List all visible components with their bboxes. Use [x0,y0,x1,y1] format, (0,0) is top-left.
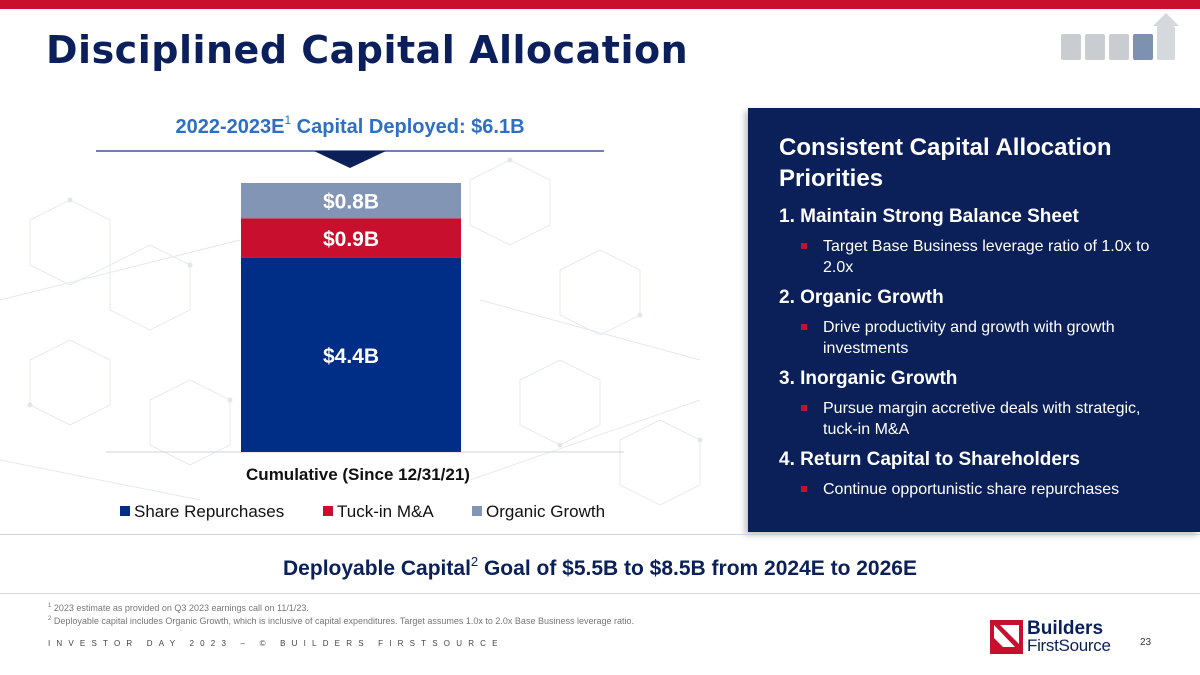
chart-title-prefix: 2022-2023E [175,116,285,138]
footer-text: INVESTOR DAY 2023 – © BUILDERS FIRSTSOUR… [48,639,504,648]
priority-1-bullet-text: Target Base Business leverage ratio of 1… [823,238,1150,276]
priority-3-bullet: Pursue margin accretive deals with strat… [799,398,1159,440]
bar-data-label-2: $0.8B [323,191,379,214]
footnote-2-number: 2 [48,616,52,622]
priority-4-bullet-text: Continue opportunistic share repurchases [823,481,1120,498]
chart-title-suffix: Capital Deployed: $6.1B [291,116,525,138]
priority-2-bullet-text: Drive productivity and growth with growt… [823,319,1115,357]
priority-3-bullet-text: Pursue margin accretive deals with strat… [823,400,1141,438]
page-title: Disciplined Capital Allocation [46,28,689,72]
panel-heading: Consistent Capital Allocation Priorities [779,134,1112,192]
goal-top-divider [0,534,1200,535]
priority-4-title: 4. Return Capital to Shareholders [779,449,1080,470]
bar-segment-organic-growth [241,183,461,219]
footnote-1: 1 2023 estimate as provided on Q3 2023 e… [48,603,309,613]
goal-prefix: Deployable Capital [283,557,471,580]
page-number: 23 [1140,637,1152,648]
logo-line-2: FirstSource [1027,636,1111,655]
legend-swatch [472,506,482,516]
bar-segment-share-repurchases [241,257,461,452]
company-logo: Builders FirstSource [990,618,1112,655]
legend-item-tuck-in-m-a: Tuck-in M&A [323,502,434,522]
goal-footnote-ref: 2 [470,554,479,569]
priority-2-title: 2. Organic Growth [779,287,944,308]
priorities-panel: Consistent Capital Allocation Priorities… [748,108,1200,532]
chart-title: 2022-2023E1 Capital Deployed: $6.1B [96,113,604,139]
legend-swatch [323,506,333,516]
priority-3-title: 3. Inorganic Growth [779,368,958,389]
legend-label: Tuck-in M&A [337,502,434,521]
priority-2-bullet: Drive productivity and growth with growt… [799,317,1159,359]
bullet-square-icon [801,324,807,330]
goal-bottom-divider [0,593,1200,594]
growth-blocks-icon [1061,13,1179,60]
footnote-1-text: 2023 estimate as provided on Q3 2023 ear… [53,603,309,613]
legend-swatch [120,506,130,516]
logo-mark-icon [990,620,1023,654]
footnote-1-number: 1 [48,603,52,609]
chart-pointer [314,151,386,168]
footnote-2-text: Deployable capital includes Organic Grow… [53,616,634,626]
goal-suffix: Goal of $5.5B to $8.5B from 2024E to 202… [478,557,917,580]
capital-deployed-chart: $4.4B $0.9B $0.8B Cumulative (Since 12/31/… [96,150,624,484]
x-category-label: Cumulative (Since 12/31/21) [246,465,470,484]
background-network-pattern [0,157,703,506]
bullet-square-icon [801,243,807,249]
legend-item-organic-growth: Organic Growth [472,502,605,522]
bar-segment-tuck-in-m-a [241,218,461,258]
bullet-square-icon [801,486,807,492]
priority-4-bullet: Continue opportunistic share repurchases [799,479,1159,500]
legend-item-share-repurchases: Share Repurchases [120,502,284,522]
bullet-square-icon [801,405,807,411]
priority-1-bullet: Target Base Business leverage ratio of 1… [799,236,1159,278]
footnote-2: 2 Deployable capital includes Organic Gr… [48,616,634,626]
top-accent-bar [0,0,1200,9]
priority-1-title: 1. Maintain Strong Balance Sheet [779,206,1079,227]
legend-label: Share Repurchases [134,502,285,521]
legend-label: Organic Growth [486,502,606,521]
bar-data-label-0: $4.4B [323,345,379,368]
logo-line-1: Builders [1027,618,1104,639]
chart-title-footnote-ref: 1 [284,113,292,127]
deployable-capital-goal: Deployable Capital2 Goal of $5.5B to $8.… [0,554,1200,581]
bar-data-label-1: $0.9B [323,228,379,251]
